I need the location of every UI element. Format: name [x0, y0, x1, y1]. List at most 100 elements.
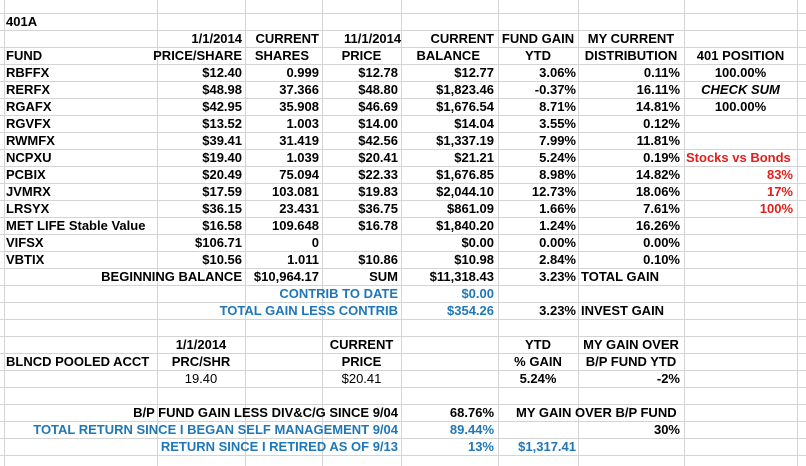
self-management-over-value: 30% [653, 422, 680, 437]
grid-row-line [0, 353, 806, 354]
fund-distribution: 0.19% [643, 150, 680, 165]
grid-row-line [0, 319, 806, 320]
fund-distribution: 18.06% [635, 184, 680, 199]
pooled-account-name: BLNCD POOLED ACCT [6, 354, 150, 369]
fund-start-price: $106.71 [195, 235, 242, 250]
invest-gain-label: INVEST GAIN [581, 303, 665, 318]
contrib-to-date-label: CONTRIB TO DATE [279, 286, 398, 301]
contrib-to-date-value: $0.00 [461, 286, 494, 301]
grid-row-line [0, 438, 806, 439]
pooled-prc-shr-label: PRC/SHR [171, 354, 231, 369]
fund-distribution: 16.26% [635, 218, 680, 233]
fund-start-price: $39.41 [202, 133, 242, 148]
bp-fund-gain-label: B/P FUND GAIN LESS DIV&C/G SINCE 9/04 [133, 405, 398, 420]
fund-balance: $1,823.46 [436, 82, 494, 97]
fund-current-price: $12.78 [358, 65, 398, 80]
fund-current-price: $36.75 [358, 201, 398, 216]
fund-current-price: $42.56 [358, 133, 398, 148]
fund-current-price: $14.00 [358, 116, 398, 131]
header-401-position: 401 POSITION [696, 48, 785, 63]
total-gain-pct: 3.23% [539, 269, 576, 284]
grid-row-line [0, 268, 806, 269]
fund-balance: $1,840.20 [436, 218, 494, 233]
header-price: PRICE [341, 48, 382, 63]
grid-row-line [0, 217, 806, 218]
pooled-price-value: $20.41 [341, 371, 382, 386]
grid-row-line [0, 132, 806, 133]
fund-name: RBFFX [6, 65, 50, 80]
fund-balance: $861.09 [447, 201, 494, 216]
fund-shares: 75.094 [279, 167, 319, 182]
header-current-3: CURRENT [430, 31, 494, 46]
grid-row-line [0, 404, 806, 405]
header-date-start: 1/1/2014 [191, 31, 242, 46]
header-ytd: YTD [525, 48, 551, 63]
fund-shares: 31.419 [279, 133, 319, 148]
fund-balance: $1,676.54 [436, 99, 494, 114]
stocks-pct: 83% [766, 167, 793, 182]
fund-ytd-gain: 3.06% [539, 65, 576, 80]
fund-current-price: $16.78 [358, 218, 398, 233]
grid-row-line [0, 47, 806, 48]
fund-balance: $21.21 [454, 150, 494, 165]
fund-ytd-gain: 2.84% [539, 252, 576, 267]
fund-start-price: $20.49 [202, 167, 242, 182]
grid-row-line [0, 370, 806, 371]
fund-distribution: 14.82% [635, 167, 680, 182]
fund-start-price: $42.95 [202, 99, 242, 114]
fund-name: RERFX [6, 82, 51, 97]
fund-current-price [322, 234, 398, 251]
retired-return-value: $1,317.41 [518, 439, 576, 454]
grid-row-line [0, 13, 806, 14]
grid-row-line [0, 183, 806, 184]
fund-ytd-gain: 8.71% [539, 99, 576, 114]
fund-name: LRSYX [6, 201, 50, 216]
grid-col-line [401, 0, 402, 466]
pooled-my-gain-over-label: MY GAIN OVER [583, 337, 679, 352]
pooled-pct-gain-label: % GAIN [514, 354, 562, 369]
fund-name: MET LIFE Stable Value [6, 218, 146, 233]
grid-col-line [157, 0, 158, 466]
grid-row-line [0, 64, 806, 65]
pooled-bp-fund-ytd-label: B/P FUND YTD [585, 354, 677, 369]
pooled-current-label: CURRENT [329, 337, 394, 352]
fund-balance: $0.00 [461, 235, 494, 250]
grid-row-line [0, 98, 806, 99]
fund-distribution: 0.11% [643, 65, 680, 80]
self-management-return-label: TOTAL RETURN SINCE I BEGAN SELF MANAGEME… [33, 422, 398, 437]
fund-shares: 109.648 [272, 218, 319, 233]
fund-start-price: $36.15 [202, 201, 242, 216]
gain-less-contrib-value: $354.26 [447, 303, 494, 318]
fund-shares: 0.999 [286, 65, 319, 80]
beginning-balance-label: BEGINNING BALANCE [101, 269, 242, 284]
grid-col-line [322, 0, 323, 466]
grid-row-line [0, 302, 806, 303]
fund-start-price: $12.40 [202, 65, 242, 80]
fund-balance: $1,337.19 [436, 133, 494, 148]
fund-balance: $2,044.10 [436, 184, 494, 199]
fund-ytd-gain: 3.55% [539, 116, 576, 131]
fund-name: RWMFX [6, 133, 55, 148]
retired-return-label: RETURN SINCE I RETIRED AS OF 9/13 [160, 439, 398, 454]
fund-current-price: $20.41 [358, 150, 398, 165]
fund-current-price: $48.80 [358, 82, 398, 97]
fund-ytd-gain: 12.73% [531, 184, 576, 199]
header-shares: SHARES [254, 48, 309, 63]
fund-shares: 1.003 [286, 116, 319, 131]
fund-name: NCPXU [6, 150, 52, 165]
fund-distribution: 14.81% [635, 99, 680, 114]
fund-balance: $14.04 [454, 116, 494, 131]
sum-value: $11,318.43 [429, 269, 494, 284]
grid-row-line [0, 166, 806, 167]
fund-ytd-gain: 5.24% [539, 150, 576, 165]
fund-shares: 1.039 [286, 150, 319, 165]
fund-shares: 35.908 [279, 99, 319, 114]
grid-col-line [684, 0, 685, 466]
self-management-return-value: 89.44% [449, 422, 494, 437]
header-current-1: CURRENT [255, 31, 319, 46]
retired-return-pct: 13% [467, 439, 494, 454]
fund-ytd-gain: -0.37% [534, 82, 576, 97]
pooled-over-value: -2% [656, 371, 680, 386]
fund-ytd-gain: 1.66% [539, 201, 576, 216]
